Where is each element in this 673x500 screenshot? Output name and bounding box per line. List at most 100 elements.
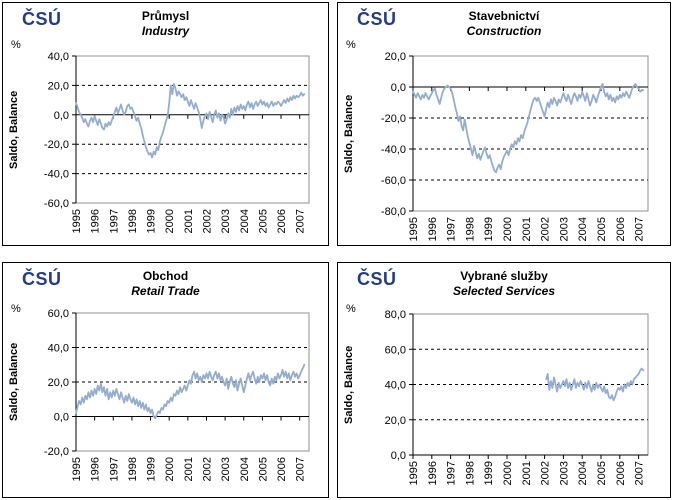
svg-text:-80,0: -80,0 — [381, 206, 406, 218]
svg-text:20,0: 20,0 — [385, 51, 406, 63]
chart-title-cz: Vybrané služby — [460, 269, 548, 283]
series-line — [545, 367, 645, 402]
plot-area — [412, 55, 649, 212]
svg-text:20,0: 20,0 — [48, 377, 69, 389]
svg-text:-20,0: -20,0 — [44, 139, 69, 151]
svg-text:1996: 1996 — [427, 461, 439, 485]
svg-text:1997: 1997 — [108, 209, 120, 233]
plot-area — [75, 55, 310, 204]
svg-text:2000: 2000 — [502, 217, 514, 241]
chart-header: Stavebnictví Construction — [338, 9, 670, 39]
panel-retail-trade: ČSÚ Obchod Retail Trade % Saldo, Balance… — [2, 262, 329, 498]
svg-text:2002: 2002 — [540, 461, 552, 485]
svg-text:2004: 2004 — [239, 457, 251, 481]
svg-text:2002: 2002 — [201, 457, 213, 481]
series-line — [75, 83, 306, 159]
y-axis — [409, 313, 414, 456]
svg-text:2002: 2002 — [540, 217, 552, 241]
x-year-labels: 1995 1996 1997 1998 1999 2000 2001 2002 2003 2004… — [408, 217, 646, 241]
svg-text:2002: 2002 — [201, 209, 213, 233]
svg-text:1995: 1995 — [408, 217, 420, 241]
percent-unit-label: % — [346, 39, 356, 51]
svg-text:-60,0: -60,0 — [44, 198, 69, 210]
line-chart-selected-services: 0,0 20,0 40,0 60,0 80,0 1995 1996 1997 1998 1999 2… — [385, 309, 649, 485]
plot-area — [412, 313, 649, 456]
svg-text:2006: 2006 — [276, 457, 288, 481]
y-axis — [72, 55, 77, 204]
svg-text:-40,0: -40,0 — [44, 169, 69, 181]
y-tick-labels: -60,0 -40,0 -20,0 0,0 20,0 40,0 — [44, 51, 69, 210]
svg-text:1998: 1998 — [127, 457, 139, 481]
chart-title-en: Retail Trade — [131, 284, 200, 298]
panel-construction: ČSÚ Stavebnictví Construction % Saldo, B… — [337, 2, 671, 246]
svg-text:60,0: 60,0 — [48, 308, 69, 320]
svg-text:2004: 2004 — [577, 217, 589, 241]
svg-text:2000: 2000 — [502, 461, 514, 485]
panel-industry: ČSÚ Průmysl Industry % Saldo, Balance -6… — [2, 2, 329, 246]
chart-header: Obchod Retail Trade — [3, 269, 328, 299]
svg-text:1997: 1997 — [446, 461, 458, 485]
svg-text:1996: 1996 — [90, 457, 102, 481]
svg-text:1998: 1998 — [464, 217, 476, 241]
x-year-labels: 1995 1996 1997 1998 1999 2000 2001 2002 2003 2004… — [71, 457, 307, 481]
chart-title-en: Selected Services — [452, 284, 556, 298]
csu-logo: ČSÚ — [357, 9, 397, 29]
csu-logo: ČSÚ — [357, 269, 397, 289]
svg-text:40,0: 40,0 — [385, 380, 406, 392]
chart-header: Vybrané služby Selected Services — [338, 269, 670, 299]
svg-text:2003: 2003 — [558, 217, 570, 241]
percent-unit-label: % — [346, 303, 356, 315]
x-year-labels: 1995 1996 1997 1998 1999 2000 2001 2002 2003 2004… — [71, 209, 307, 233]
svg-text:-20,0: -20,0 — [381, 113, 406, 125]
panel-selected-services: ČSÚ Vybrané služby Selected Services % S… — [337, 262, 671, 498]
svg-text:1995: 1995 — [408, 461, 420, 485]
y-tick-labels: 0,0 20,0 40,0 60,0 80,0 — [385, 309, 406, 462]
svg-text:2000: 2000 — [164, 209, 176, 233]
svg-text:2005: 2005 — [257, 457, 269, 481]
chart-title-cz: Obchod — [142, 269, 189, 283]
chart-title-cz: Stavebnictví — [468, 9, 540, 23]
series-line — [75, 363, 306, 420]
svg-text:2003: 2003 — [220, 209, 232, 233]
svg-text:2004: 2004 — [239, 209, 251, 233]
svg-text:2003: 2003 — [220, 457, 232, 481]
chart-title-en: Industry — [141, 24, 190, 38]
percent-unit-label: % — [11, 39, 21, 51]
csu-logo: ČSÚ — [22, 269, 62, 289]
svg-text:40,0: 40,0 — [48, 343, 69, 355]
svg-text:0,0: 0,0 — [54, 412, 69, 424]
svg-text:2006: 2006 — [615, 461, 627, 485]
svg-text:-40,0: -40,0 — [381, 144, 406, 156]
svg-text:1995: 1995 — [71, 457, 83, 481]
x-year-labels: 1995 1996 1997 1998 1999 2000 2001 2002 2003 2004… — [408, 461, 646, 485]
svg-text:60,0: 60,0 — [385, 344, 406, 356]
y-tick-labels: -20,0 0,0 20,0 40,0 60,0 — [44, 308, 69, 458]
svg-text:1996: 1996 — [90, 209, 102, 233]
svg-text:2005: 2005 — [596, 461, 608, 485]
svg-text:-60,0: -60,0 — [381, 175, 406, 187]
svg-text:1998: 1998 — [464, 461, 476, 485]
chart-title-en: Construction — [466, 24, 542, 38]
svg-text:40,0: 40,0 — [48, 51, 69, 63]
svg-text:80,0: 80,0 — [385, 309, 406, 321]
svg-text:20,0: 20,0 — [48, 80, 69, 92]
svg-text:2007: 2007 — [634, 461, 646, 485]
y-axis — [409, 55, 414, 212]
x-axis — [412, 454, 648, 459]
y-tick-labels: -80,0 -60,0 -40,0 -20,0 0,0 20,0 — [381, 51, 406, 218]
svg-text:2006: 2006 — [615, 217, 627, 241]
series-line — [412, 83, 645, 174]
csu-logo: ČSÚ — [22, 9, 62, 29]
svg-text:2001: 2001 — [183, 209, 195, 233]
svg-text:1995: 1995 — [71, 209, 83, 233]
line-chart-retail-trade: -20,0 0,0 20,0 40,0 60,0 1995 1996 1997 1998 1999… — [44, 308, 310, 481]
svg-text:2005: 2005 — [257, 209, 269, 233]
y-axis — [72, 312, 77, 452]
percent-unit-label: % — [11, 303, 21, 315]
svg-text:2001: 2001 — [183, 457, 195, 481]
svg-text:2007: 2007 — [295, 457, 307, 481]
svg-text:2007: 2007 — [634, 217, 646, 241]
